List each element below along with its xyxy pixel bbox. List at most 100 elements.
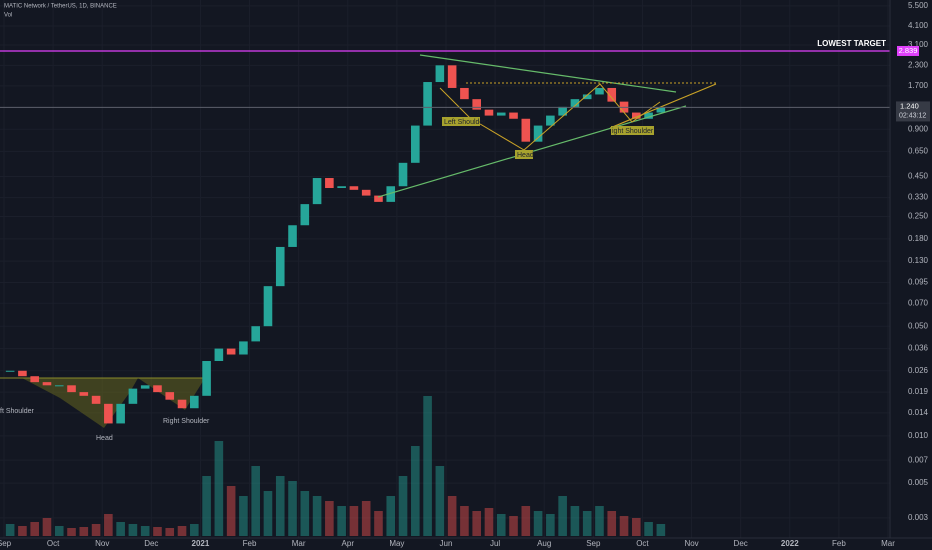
volume-bar (644, 522, 653, 536)
candle (582, 94, 592, 100)
x-tick-label: Jul (490, 539, 500, 548)
levels: LOWEST TARGET (0, 39, 890, 108)
volume-bar (67, 528, 76, 536)
volume-bar (177, 526, 187, 536)
trendline (419, 54, 677, 93)
candle (239, 341, 248, 355)
volume-bar (484, 508, 494, 536)
volume-bar (423, 396, 432, 536)
y-tick-label: 0.450 (908, 172, 929, 181)
volume-bar (300, 491, 310, 536)
x-tick-label: Oct (636, 539, 649, 548)
x-tick-label: Jun (440, 539, 453, 548)
volume-bar (607, 511, 617, 536)
candle (5, 370, 15, 372)
candle (472, 99, 481, 110)
volume-bar (251, 466, 260, 536)
candle (386, 186, 396, 202)
volume-bar (5, 524, 15, 536)
volume-bar (202, 476, 211, 536)
volume-bar (533, 511, 543, 536)
volume-bar (140, 526, 150, 536)
volume-bar (263, 491, 273, 536)
candle (128, 388, 138, 404)
volume-bar (546, 514, 555, 536)
volume-bar (386, 496, 396, 536)
volume-bar (595, 506, 604, 536)
y-tick-label: 0.005 (908, 478, 929, 487)
annotation: Head (96, 435, 113, 442)
candle (91, 395, 101, 404)
volume-bar (104, 514, 113, 536)
x-tick-label: 2022 (781, 539, 799, 548)
volume-bar (312, 496, 322, 536)
x-tick-label: Apr (342, 539, 355, 548)
volume-bar (656, 524, 666, 536)
candle (558, 106, 567, 116)
candle (42, 382, 52, 386)
price-axis (890, 0, 932, 550)
y-tick-label: 0.003 (908, 513, 929, 522)
x-tick-label: Feb (832, 539, 846, 548)
price-box (896, 101, 930, 122)
volume-bar (521, 506, 531, 536)
volume-bar (190, 524, 199, 536)
pattern-line (439, 83, 661, 151)
y-tick-label: 0.180 (908, 234, 929, 243)
volume-bar (275, 476, 285, 536)
candle (300, 204, 310, 226)
annotation: ight Shoulder (612, 128, 654, 135)
volume-bar (54, 526, 64, 536)
candle (349, 186, 359, 190)
candle (214, 348, 224, 362)
y-tick-label: 0.019 (908, 387, 929, 396)
y-tick-label: 1.700 (908, 81, 929, 90)
volume-bar (239, 496, 248, 536)
y-tick-label: 0.095 (908, 278, 929, 287)
candle (460, 87, 469, 100)
candle (275, 246, 285, 287)
y-tick-label: 0.026 (908, 366, 929, 375)
candle (509, 112, 518, 119)
volume-bar (288, 481, 297, 536)
x-tick-label: May (389, 539, 404, 548)
candle (202, 361, 211, 396)
volume-bar (460, 506, 469, 536)
candle (533, 125, 543, 142)
candle (546, 115, 555, 126)
candle (312, 178, 322, 205)
volume-bar (509, 516, 518, 536)
volume-bar (116, 522, 125, 536)
x-tick-label: Nov (95, 539, 109, 548)
candle (570, 99, 580, 107)
candle (165, 392, 175, 400)
candle (288, 225, 297, 247)
candle (656, 107, 666, 113)
candle (177, 399, 187, 409)
annotation: Left Shoulder (444, 119, 486, 126)
volume-bar (435, 466, 445, 536)
candle (226, 348, 236, 355)
candle (67, 385, 76, 393)
annotation-box (611, 126, 654, 135)
candle (496, 112, 506, 116)
candle (104, 403, 113, 424)
candle (447, 65, 457, 88)
y-tick-label: 3.100 (908, 40, 929, 49)
grid (0, 0, 890, 538)
x-tick-label: Mar (292, 539, 306, 548)
x-tick-label: 2021 (192, 539, 210, 548)
candle (116, 403, 125, 424)
volume-bar (30, 522, 39, 536)
volume-bar (619, 516, 629, 536)
volume-bar (472, 511, 481, 536)
x-tick-label: Sep (0, 539, 12, 548)
y-tick-label: 0.130 (908, 256, 929, 265)
y-tick-label: 0.010 (908, 431, 929, 440)
volume-bar (325, 501, 334, 536)
chart-title: MATIC Network / TetherUS, 1D, BINANCE (4, 4, 117, 10)
candle (398, 162, 408, 187)
candle (595, 87, 604, 95)
